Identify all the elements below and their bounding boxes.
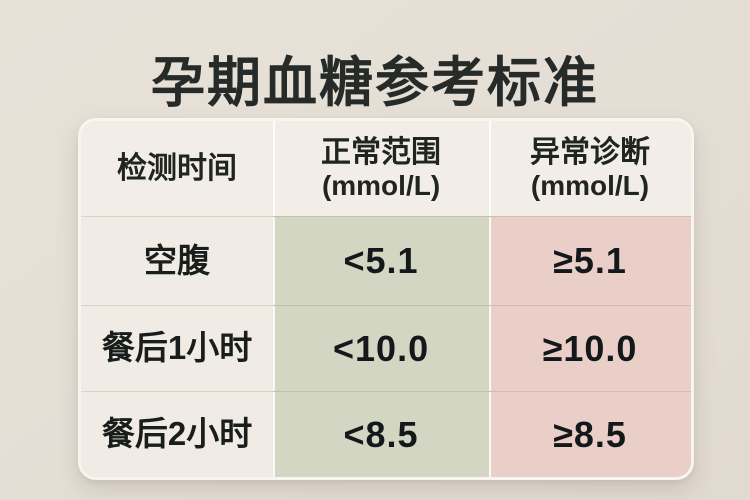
- header-unit-normal: (mmol/L): [321, 169, 441, 201]
- time-label: 餐后1小时: [101, 329, 253, 367]
- time-label: 餐后2小时: [101, 415, 253, 453]
- cell-abnormal-2h: ≥8.5: [488, 391, 691, 477]
- time-label: 空腹: [144, 241, 211, 279]
- page-title: 孕期血糖参考标准: [151, 53, 599, 113]
- cell-time-2h: 餐后2小时: [81, 391, 274, 477]
- cell-normal-2h: <8.5: [273, 391, 489, 477]
- abnormal-value: ≥10.0: [542, 327, 638, 369]
- header-cell-time: 检测时间: [81, 121, 274, 217]
- normal-value: <10.0: [333, 327, 430, 369]
- header-label-abnormal: 异常诊断: [529, 136, 650, 170]
- header-cell-abnormal: 异常诊断 (mmol/L): [488, 121, 691, 217]
- cell-normal-fasting: <5.1: [273, 216, 489, 305]
- reference-table: 检测时间 正常范围 (mmol/L) 异常诊断 (mmol/L) 空腹 <5.1…: [78, 118, 694, 480]
- abnormal-value: ≥5.1: [553, 239, 627, 281]
- cell-abnormal-1h: ≥10.0: [488, 304, 691, 392]
- normal-value: <5.1: [343, 239, 419, 281]
- cell-time-fasting: 空腹: [81, 216, 274, 305]
- header-label-normal: 正常范围: [321, 136, 442, 170]
- cell-time-1h: 餐后1小时: [81, 304, 274, 392]
- header-label-time: 检测时间: [117, 151, 238, 185]
- header-unit-abnormal: (mmol/L): [530, 169, 650, 201]
- cell-normal-1h: <10.0: [273, 304, 489, 392]
- abnormal-value: ≥8.5: [553, 413, 627, 455]
- normal-value: <8.5: [343, 413, 419, 455]
- cell-abnormal-fasting: ≥5.1: [488, 216, 691, 305]
- header-cell-normal: 正常范围 (mmol/L): [273, 121, 489, 217]
